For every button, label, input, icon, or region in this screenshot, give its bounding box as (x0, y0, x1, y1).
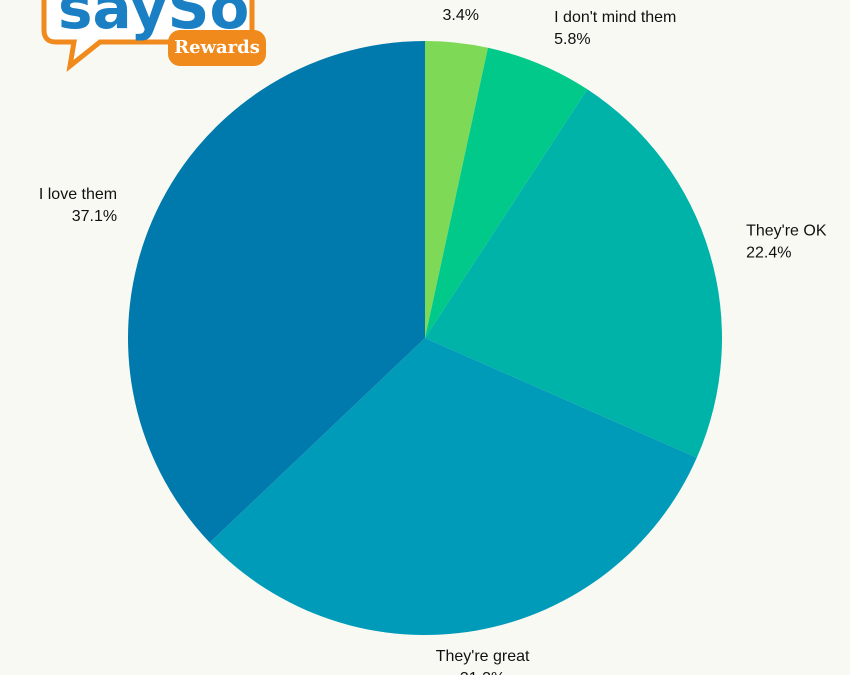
logo: saySo Rewards (41, 0, 266, 73)
pie-slice (425, 89, 722, 458)
slice-value-label: 31.3% (460, 670, 505, 675)
pie-slice (425, 47, 588, 338)
slice-label: They're OK (746, 223, 827, 240)
slice-label: No, I don't like them (390, 0, 531, 2)
slice-value-label: 37.1% (72, 208, 117, 225)
pie-slice (209, 338, 697, 635)
pie-slice (425, 41, 488, 338)
slice-value-label: 3.4% (442, 7, 478, 24)
slice-label: They're great (436, 648, 530, 665)
logo-tagline: Rewards (174, 37, 260, 58)
slice-label: I don't mind them (554, 9, 676, 26)
slice-value-label: 22.4% (746, 245, 791, 262)
logo-bubble (41, 0, 255, 73)
slice-value-label: 5.8% (554, 31, 590, 48)
pie-slice (128, 41, 425, 543)
logo-tag-bg (168, 30, 266, 66)
slice-label: I love them (39, 186, 117, 203)
